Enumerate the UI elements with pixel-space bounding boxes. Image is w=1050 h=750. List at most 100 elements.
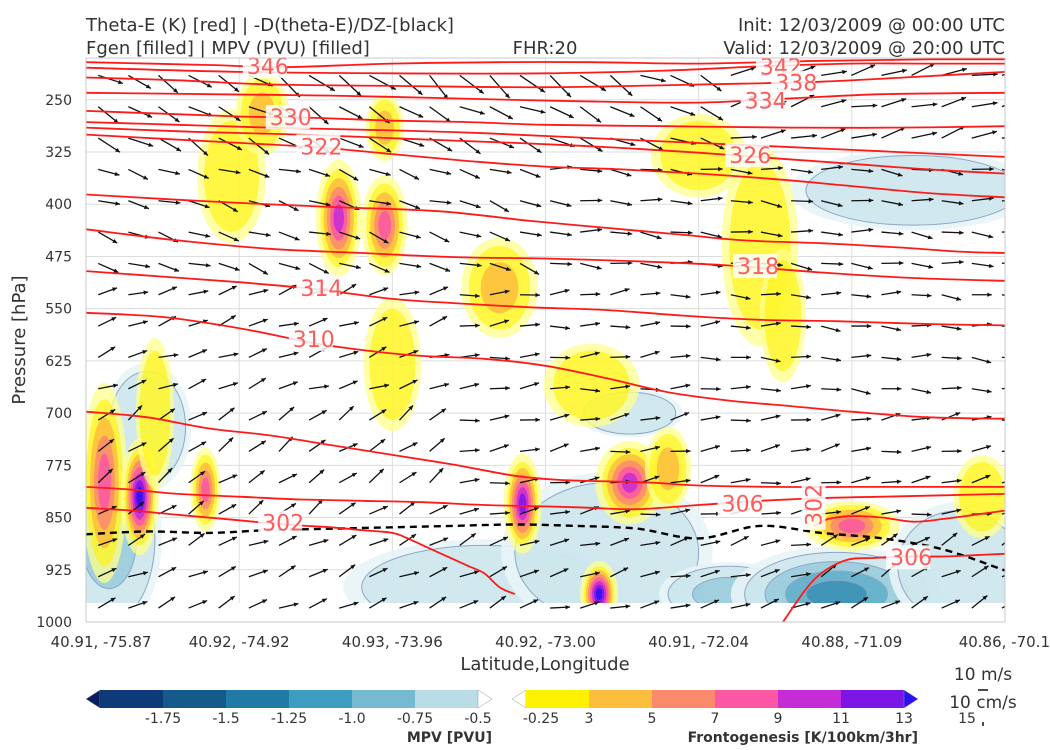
wind-vector-head — [1016, 508, 1021, 512]
wind-vector-head — [145, 84, 151, 89]
wind-vector-head — [378, 468, 384, 474]
wind-vector-head — [596, 117, 601, 123]
wind-vector-head — [1017, 296, 1022, 300]
wind-vector-head — [745, 602, 751, 607]
y-tick-label: 400 — [45, 197, 72, 213]
wind-vector-head — [750, 66, 756, 71]
wind-vector-head — [956, 478, 962, 484]
x-tick-label: 40.88, -71.09 — [801, 633, 902, 651]
x-tick-label: 40.92, -74.92 — [189, 633, 290, 651]
theta-e-label: 330 — [270, 106, 312, 131]
wind-vector-head — [413, 600, 419, 606]
wind-vector-head — [386, 147, 392, 153]
wind-vector-head — [351, 535, 357, 540]
wind-vector-head — [356, 91, 362, 96]
wind-vector-head — [836, 387, 842, 392]
wind-vector-head — [443, 286, 449, 291]
wind-vector-head — [1017, 478, 1022, 482]
wind-vector-head — [833, 534, 838, 539]
wind-vector-head — [1019, 230, 1024, 234]
theta-e-label-bg — [258, 510, 303, 535]
wind-vector-head — [1012, 532, 1017, 537]
wind-vector-head — [447, 146, 453, 152]
wind-vector-head — [351, 284, 357, 289]
wind-vector-head — [625, 604, 631, 609]
wind-vector-head — [205, 263, 211, 268]
wind-vector-head — [927, 235, 933, 240]
wind-vector-head — [293, 351, 299, 356]
wind-vector-head — [952, 532, 958, 538]
fgen-colorbar-segment — [652, 690, 716, 708]
wind-vector — [369, 74, 397, 91]
fgen-fill-level — [203, 120, 260, 233]
wind-vector-head — [715, 290, 721, 295]
mpv-colorbar-segment — [226, 690, 290, 708]
wind-vector-head — [624, 537, 630, 542]
theta-e-label-bg — [296, 134, 341, 159]
wind-vector-head — [718, 115, 723, 121]
wind-vector-head — [352, 380, 358, 385]
wind-vector-head — [715, 357, 721, 362]
wind-vector-head — [896, 356, 902, 362]
wind-vector-head — [261, 599, 267, 604]
wind-vector-head — [717, 196, 723, 201]
wind-vector-head — [414, 290, 420, 295]
wind-vector-head — [293, 206, 299, 211]
wind-vector-head — [236, 145, 242, 150]
wind-vector-head — [956, 508, 962, 513]
wind-vector-head — [380, 439, 386, 444]
wind-vector-head — [836, 510, 842, 515]
x-tick-label: 40.86, -70.1 — [959, 633, 1050, 651]
wind-vector-head — [565, 480, 571, 485]
wind-vector-head — [112, 538, 118, 543]
wind-vector-head — [955, 569, 961, 575]
wind-vector-head — [595, 446, 600, 451]
wind-vector-head — [987, 292, 992, 297]
wind-vector-head — [505, 481, 510, 486]
wind-vector-head — [867, 265, 873, 270]
wind-vector-head — [988, 196, 994, 201]
y-tick-label: 850 — [45, 511, 72, 527]
wind-vector-head — [444, 238, 450, 243]
wind-vector-head — [836, 357, 841, 362]
wind-vector-head — [478, 89, 484, 94]
wind-vector-head — [505, 356, 510, 361]
wind-vector-head — [805, 601, 811, 607]
fgen-fill-level — [369, 308, 416, 421]
mpv-colorbar-tick: -0.5 — [464, 711, 491, 727]
wind-vector-head — [746, 355, 751, 360]
title-right-2: Valid: 12/03/2009 @ 20:00 UTC — [723, 38, 1005, 59]
fgen-colorbar-segment — [589, 690, 653, 708]
wind-vector-head — [323, 539, 329, 544]
wind-vector-head — [231, 504, 237, 509]
wind-vector-head — [203, 150, 208, 156]
wind-vector-head — [776, 510, 781, 516]
wind-vector-head — [837, 202, 843, 208]
wind-vector-head — [261, 411, 267, 416]
wind-vector-head — [143, 290, 149, 295]
wind-vector-head — [746, 448, 751, 453]
wind-vector-head — [713, 599, 719, 604]
wind-vector-head — [412, 442, 418, 447]
wind-vector-head — [142, 175, 148, 180]
wind-vector-head — [232, 474, 238, 479]
fgen-fill-level — [139, 350, 171, 476]
wind-vector-head — [357, 114, 363, 119]
wind-vector-head — [385, 171, 391, 177]
wind-vector-head — [167, 468, 173, 473]
wind-vector-head — [623, 567, 629, 572]
wind-vector-head — [872, 103, 878, 108]
wind-vector-head — [806, 295, 811, 300]
wind-vector-head — [565, 355, 571, 360]
wind-vector-head — [865, 537, 870, 542]
wind-vector-head — [535, 417, 540, 422]
wind-vector-head — [565, 385, 571, 390]
wind-vector-head — [535, 447, 540, 452]
wind-vector-head — [866, 294, 872, 299]
fgen-colorbar: 3 5 7 9 11 13 15 — [511, 689, 976, 727]
wind-vector-head — [534, 270, 540, 275]
mpv-colorbar-segment — [163, 690, 227, 708]
wind-vector-head — [113, 118, 119, 124]
theta-e-line — [86, 121, 1005, 158]
wind-vector-head — [714, 474, 720, 479]
